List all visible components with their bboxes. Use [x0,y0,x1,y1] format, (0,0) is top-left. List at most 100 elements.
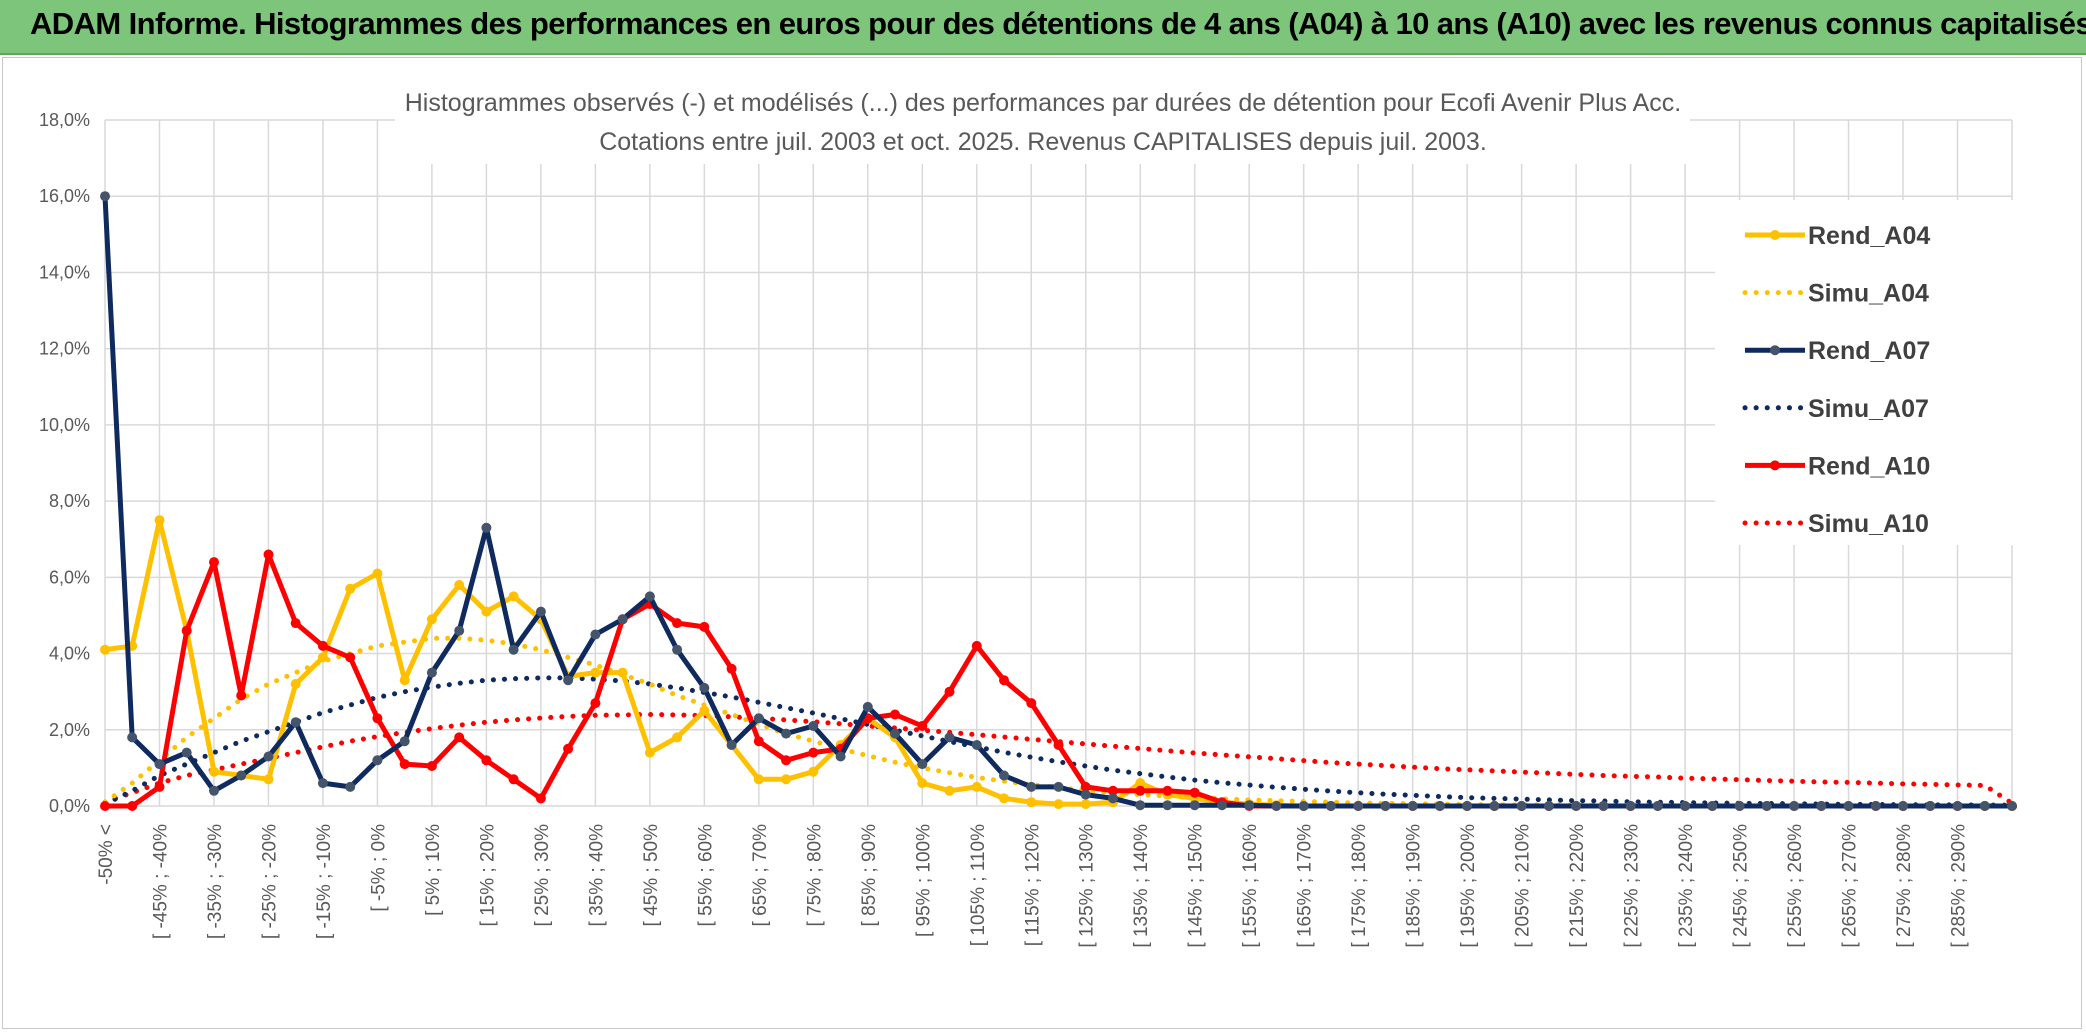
data-point [290,717,301,728]
data-point [481,522,492,533]
data-point [644,591,655,602]
data-point [917,759,928,770]
legend-label: Rend_A10 [1808,452,1930,480]
data-point [181,747,192,758]
data-point [1135,785,1146,796]
data-point [1353,801,1364,811]
data-point [1434,801,1445,811]
y-tick-label: 2,0% [49,720,90,740]
x-tick-label: [ -5% ; 0% [368,824,389,912]
x-tick-label: [ 245% ; 250% [1731,824,1752,948]
series-line-Rend_A04 [104,517,2012,809]
data-point [563,743,574,754]
data-point [345,781,356,792]
data-point [127,801,138,811]
data-point [753,713,764,724]
data-point [372,713,383,724]
data-point [236,690,247,701]
data-point [508,774,519,785]
y-tick-label: 16,0% [39,186,90,206]
x-tick-label: [ 175% ; 180% [1349,824,1370,948]
x-tick-label: [ 75% ; 80% [804,824,825,927]
axes: 0,0% 2,0% 4,0% 6,0% 8,0% 10,0% 12,0% 14,0% 16,0%… [39,110,1970,948]
data-point [1625,801,1636,811]
data-point [1325,801,1336,811]
data-point [2007,801,2017,811]
x-tick-label: [ -45% ; -40% [150,824,171,939]
x-tick-label: [ 5% ; 10% [423,824,444,916]
x-tick-label: [ -25% ; -20% [259,824,280,939]
data-point [1244,800,1255,811]
data-point [590,629,601,640]
x-tick-label: [ 35% ; 40% [586,824,607,927]
data-point [317,640,328,651]
data-point [644,747,655,758]
x-tick-label: [ 285% ; 290% [1949,824,1970,948]
legend-box [1715,200,2015,545]
data-point [535,606,546,617]
data-point [971,740,982,750]
data-point [753,774,764,785]
data-point [100,644,110,655]
x-tick-label: [ 135% ; 140% [1131,824,1152,948]
legend-label: Rend_A07 [1808,337,1930,365]
data-point [971,640,982,651]
data-point [862,701,873,712]
data-point [699,621,710,632]
x-tick-label: [ 275% ; 280% [1894,824,1915,948]
x-tick-label: [ 55% ; 60% [695,824,716,927]
data-point [917,721,928,731]
legend-marker [1770,230,1780,240]
data-point [154,759,165,770]
x-tick-label: [ 145% ; 150% [1186,824,1207,948]
legend: Rend_A04 Simu_A04 Rend_A07 Simu_A07 Rend_A10… [1715,200,2015,545]
data-point [1462,801,1473,811]
data-point [1489,801,1500,811]
legend-item-Simu_A04: Simu_A04 [1742,280,1929,308]
data-point [808,721,819,731]
data-point [535,793,546,804]
data-point [1925,801,1936,811]
data-point [1734,801,1745,811]
data-point [753,736,764,747]
legend-label: Simu_A07 [1808,395,1929,423]
data-point [345,652,356,663]
data-point [1217,800,1227,811]
data-point [1053,799,1064,810]
data-point [781,774,792,785]
data-point [372,568,383,579]
x-tick-label: [ 85% ; 90% [859,824,880,927]
x-tick-label: [ 215% ; 220% [1567,824,1588,948]
y-tick-label: 8,0% [49,491,90,511]
data-point [1162,800,1173,811]
data-point [1598,801,1609,811]
series-Rend_A04 [100,515,2017,811]
data-point [1053,781,1064,792]
data-point [454,580,465,590]
data-point [726,663,737,674]
legend-marker [1770,345,1780,356]
data-point [971,781,982,792]
series-line-Rend_A10 [105,552,2012,809]
x-tick-label: [ 15% ; 20% [477,824,498,927]
data-point [1652,801,1663,811]
data-point [1135,800,1146,811]
data-point [481,606,492,617]
data-point [1271,801,1282,811]
chart-title: Histogrammes observés (-) et modélisés (… [405,89,1682,117]
x-tick-label: [ 225% ; 230% [1622,824,1643,948]
legend-label: Simu_A04 [1808,280,1929,308]
y-tick-label: 6,0% [49,567,90,587]
data-point [317,652,328,663]
report-title: ADAM Informe. Histogrammes des performan… [30,6,2086,41]
data-point [672,732,683,743]
data-point [263,774,274,785]
data-point [1870,801,1881,811]
data-point [999,675,1009,686]
data-point [590,667,601,678]
data-point [1080,789,1091,800]
data-point [1298,801,1309,811]
data-point [1789,801,1800,811]
data-point [399,736,410,747]
